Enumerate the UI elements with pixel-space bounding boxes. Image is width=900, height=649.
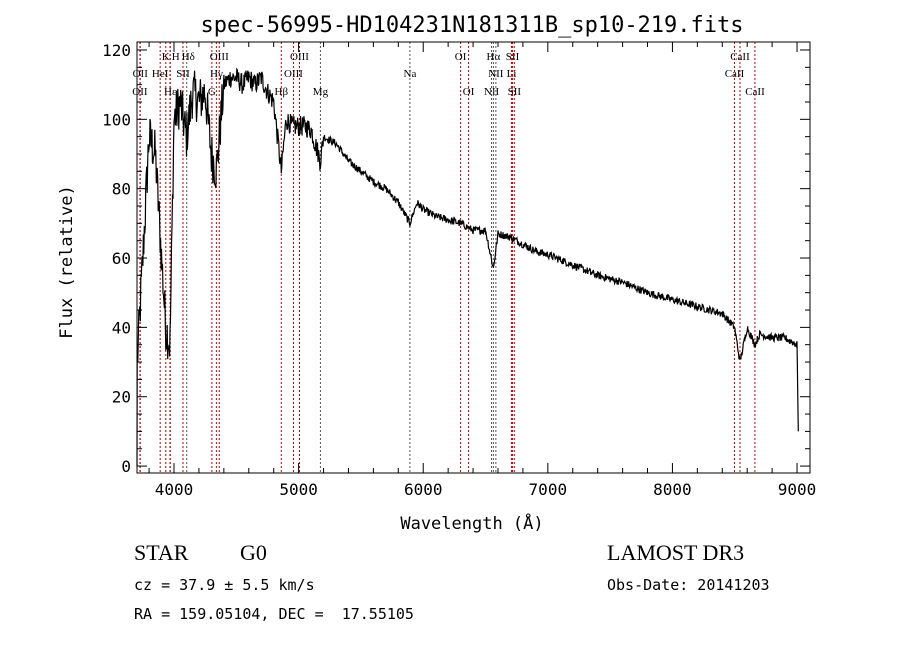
object-class: STAR [134, 540, 189, 565]
chart-title: spec-56995-HD104231N181311B_sp10-219.fit… [200, 13, 743, 38]
y-tick-label: 40 [112, 318, 131, 337]
ra-dec: RA = 159.05104, DEC = 17.55105 [134, 605, 414, 623]
line-label: K [162, 51, 170, 63]
y-axis-label: Flux (relative) [57, 185, 77, 339]
line-label: SII [176, 68, 190, 80]
line-label: Hε [164, 86, 177, 98]
x-tick-label: 8000 [653, 480, 692, 499]
line-label: OIII [210, 51, 229, 63]
line-label: SII [506, 51, 520, 63]
line-label: SII [508, 86, 522, 98]
plot-frame [136, 41, 811, 474]
line-label: NII [488, 68, 504, 80]
line-label: OIII [290, 51, 309, 63]
obs-date: Obs-Date: 20141203 [607, 576, 770, 594]
line-label: Mg [313, 86, 329, 98]
y-tick-label: 0 [121, 457, 131, 476]
spectrum-series [136, 67, 799, 467]
x-tick-label: 4000 [155, 480, 194, 499]
survey-label: LAMOST DR3 [607, 540, 744, 565]
y-tick-label: 60 [112, 249, 131, 268]
axes-ticks: 4000 5000 6000 7000 8000 9000 0 20 40 60 80 100 120 [102, 41, 816, 499]
x-tick-label: 7000 [529, 480, 568, 499]
line-label: OI [463, 86, 475, 98]
line-label: OIII [284, 68, 303, 80]
object-subclass: G0 [240, 540, 267, 565]
x-tick-label: 9000 [778, 480, 817, 499]
spectral-lines: OIIOIIHeIKHHεSIIHδGHγOIIIHβOIIIOIIIMgNaO… [132, 42, 765, 473]
line-label: Hα [487, 51, 501, 63]
line-label: CaII [725, 68, 745, 80]
y-tick-label: 20 [112, 388, 131, 407]
line-label: H [172, 51, 180, 63]
line-label: G [208, 86, 216, 98]
line-label: Na [404, 68, 417, 80]
line-label: Hβ [275, 86, 289, 98]
line-label: Li [507, 68, 517, 80]
y-tick-label: 120 [102, 41, 131, 60]
spectrum-line [136, 67, 799, 467]
x-axis-label: Wavelength (Å) [400, 512, 543, 534]
line-label: CaII [730, 51, 750, 63]
x-tick-label: 5000 [279, 480, 318, 499]
x-tick-label: 6000 [404, 480, 443, 499]
line-label: HeI [152, 68, 169, 80]
line-label: Hδ [182, 51, 195, 63]
y-tick-label: 100 [102, 110, 131, 129]
redshift-cz: cz = 37.9 ± 5.5 km/s [134, 576, 315, 594]
line-label: OII [133, 68, 149, 80]
y-tick-label: 80 [112, 180, 131, 199]
line-label: NII [484, 86, 500, 98]
line-label: Hγ [210, 68, 223, 80]
line-label: OI [455, 51, 467, 63]
line-label: CaII [745, 86, 765, 98]
